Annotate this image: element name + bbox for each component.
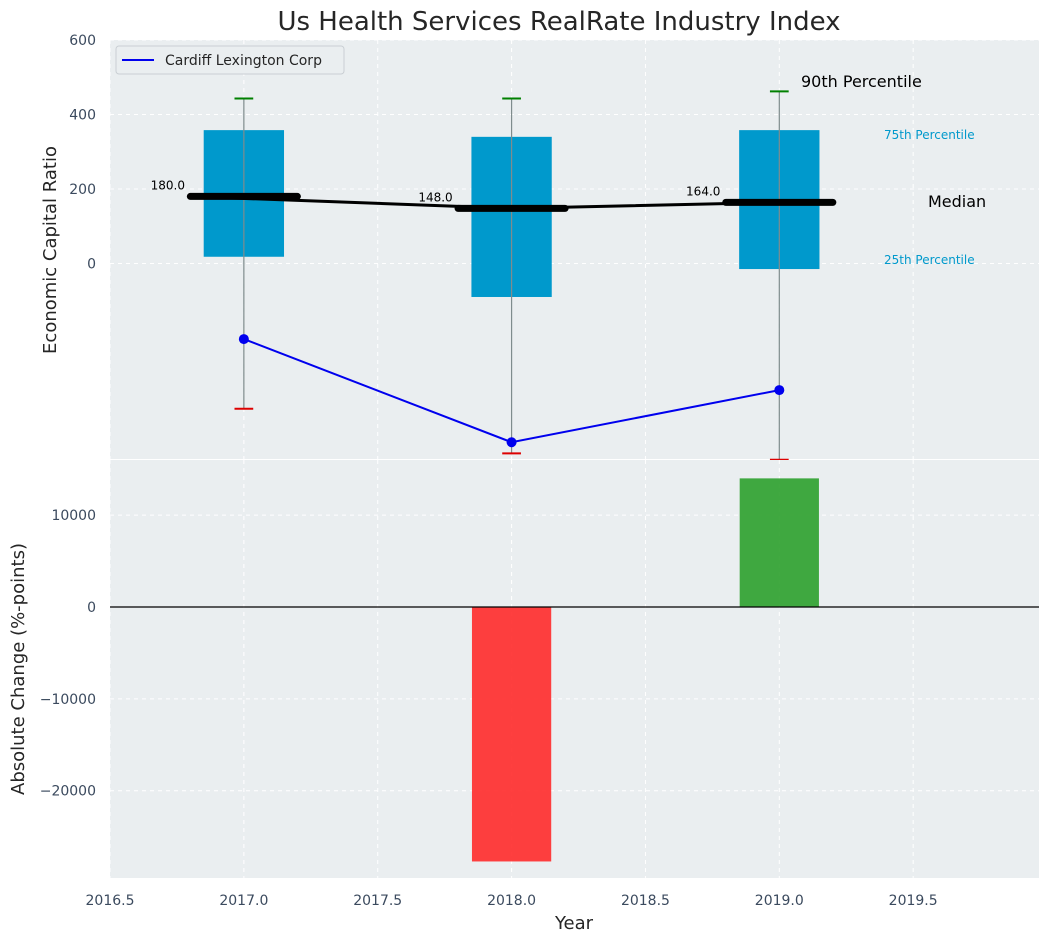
bottom-y-tick-labels: −20000 −10000 0 10000 — [40, 508, 96, 800]
bottom-y-tick-label: 10000 — [51, 508, 96, 524]
top-panel: 0 200 400 600 180.0 148.0 164.0 90th Percenti… — [40, 33, 1039, 461]
top-y-tick-label: 0 — [87, 256, 96, 272]
company-series — [238, 334, 785, 448]
x-tick-label: 2018.5 — [621, 893, 670, 909]
bottom-plot-area — [110, 460, 1039, 878]
x-axis-title: Year — [554, 913, 594, 934]
legend-label: Cardiff Lexington Corp — [165, 53, 322, 69]
change-bars — [471, 478, 819, 862]
legend-box — [115, 45, 345, 75]
company-point — [774, 385, 785, 396]
top-y-tick-label: 600 — [69, 33, 96, 49]
top-y-tick-label: 200 — [69, 182, 96, 198]
chart-title: Us Health Services RealRate Industry Ind… — [277, 7, 840, 37]
company-point — [506, 437, 517, 448]
change-bar — [471, 606, 552, 862]
company-point — [238, 334, 249, 345]
x-tick-labels: 2016.5 2017.0 2017.5 2018.0 2018.5 2019.0 2019… — [86, 893, 938, 909]
x-tick-label: 2017.0 — [219, 893, 268, 909]
top-y-tick-labels: 0 200 400 600 — [69, 33, 96, 272]
median-trend — [190, 194, 780, 210]
median-labels: 180.0 148.0 164.0 — [151, 178, 721, 204]
median-trend-line — [190, 194, 780, 210]
x-tick-label: 2019.0 — [755, 893, 804, 909]
x-tick-label: 2017.5 — [353, 893, 402, 909]
bottom-y-axis-title: Absolute Change (%-points) — [8, 543, 29, 795]
x-tick-label: 2016.5 — [86, 893, 135, 909]
top-y-axis-title: Economic Capital Ratio — [40, 146, 61, 354]
annotation-90th-percentile: 90th Percentile — [801, 72, 922, 91]
x-tick-label: 2019.5 — [889, 893, 938, 909]
top-y-tick-label: 400 — [69, 107, 96, 123]
bottom-y-tick-label: 0 — [87, 600, 96, 616]
annotation-75th-percentile: 75th Percentile — [884, 128, 975, 142]
legend: Cardiff Lexington Corp — [115, 45, 345, 75]
annotation-25th-percentile: 25th Percentile — [884, 253, 975, 267]
bottom-y-tick-label: −10000 — [40, 692, 96, 708]
x-tick-label: 2018.0 — [487, 893, 536, 909]
bottom-y-tick-label: −20000 — [40, 784, 96, 800]
annotation-median: Median — [928, 192, 986, 211]
median-value-label: 148.0 — [418, 190, 452, 204]
median-value-label: 180.0 — [151, 178, 185, 192]
change-bar — [739, 478, 819, 607]
median-value-label: 164.0 — [686, 184, 720, 198]
